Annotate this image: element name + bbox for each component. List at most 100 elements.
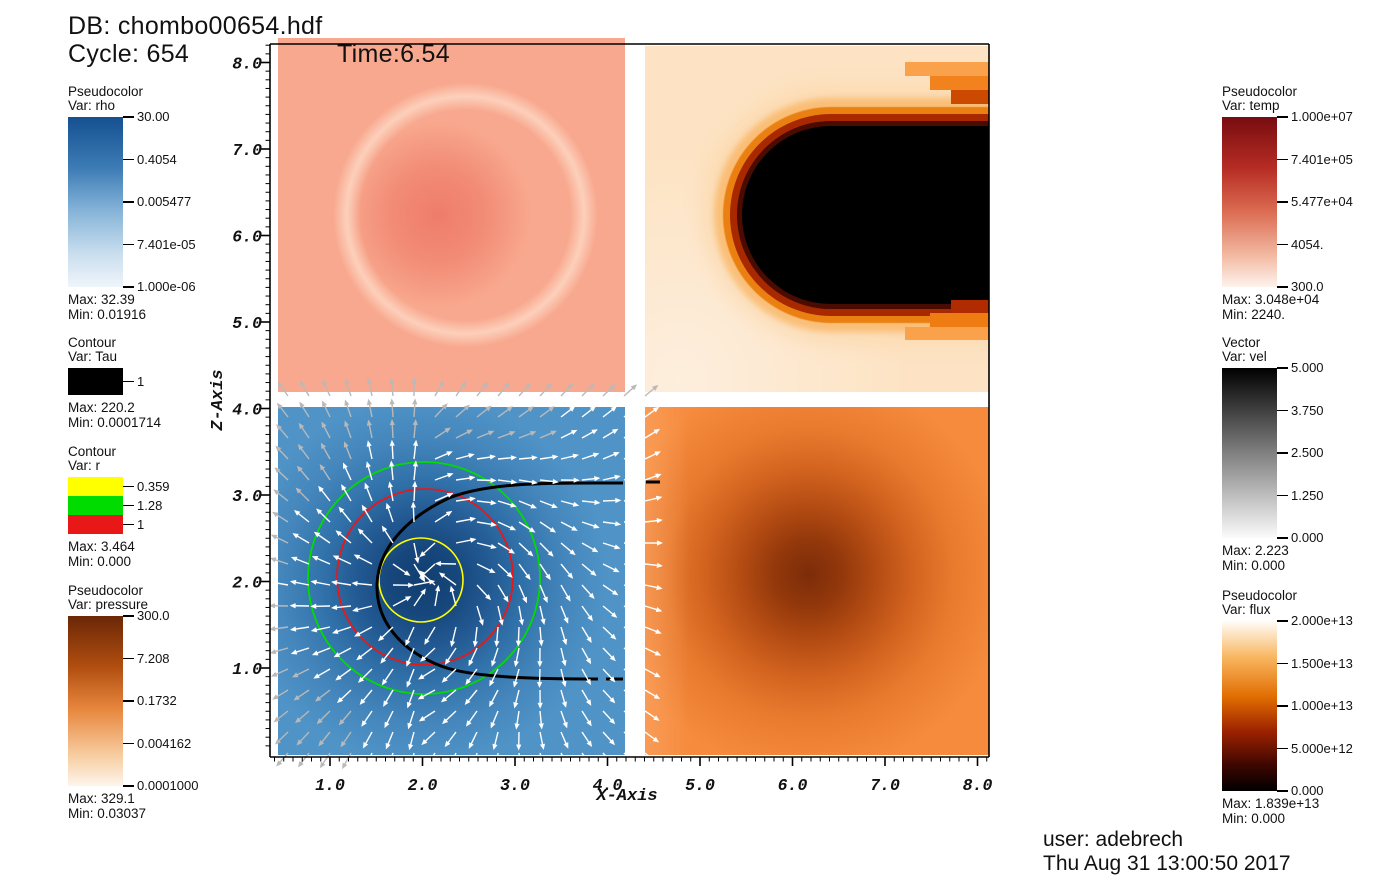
flux-colorbar: 2.000e+13 1.500e+13 1.000e+13 5.000e+12 … <box>1222 614 1353 798</box>
r-swatch-yellow: 0.359 <box>68 477 170 496</box>
tick-value: 7.208 <box>137 650 170 666</box>
x-tick-label: 5.0 <box>685 776 715 795</box>
legend-vel-min: Min: 0.000 <box>1222 558 1286 573</box>
z-tick-label: 5.0 <box>232 314 262 333</box>
legend-rho: Pseudocolor Var: rho 30.00 0.4054 0.0054… <box>68 85 228 322</box>
x-tick-label: 6.0 <box>778 776 808 795</box>
legend-temp-type: Pseudocolor <box>1222 84 1298 99</box>
temp-colorbar: 1.000e+07 7.401e+05 5.477e+04 4054. 300.… <box>1222 110 1353 294</box>
tick-line <box>1277 537 1288 539</box>
tick-line <box>123 615 134 617</box>
tick-value: 4054. <box>1291 236 1324 252</box>
x-tick-label: 7.0 <box>870 776 900 795</box>
legend-tau-min: Min: 0.0001714 <box>68 415 162 430</box>
timestamp-label: Thu Aug 31 13:00:50 2017 <box>1043 852 1291 875</box>
legend-r-var: Var: r <box>68 458 101 473</box>
tick-line <box>1277 494 1288 497</box>
flux-edge-band <box>951 300 989 313</box>
tick-value: 300.0 <box>137 608 170 623</box>
legend-pressure-min: Min: 0.03037 <box>68 806 147 821</box>
tick-line <box>1277 158 1288 161</box>
x-tick-label: 2.0 <box>408 776 438 795</box>
legend-temp: Pseudocolor Var: temp 1.000e+07 7.401e+0… <box>1222 85 1382 322</box>
temp-pseudocolor-panel <box>278 38 625 392</box>
tick-line <box>1277 452 1288 454</box>
tick-line <box>123 380 134 383</box>
tick-line <box>123 201 134 203</box>
pressure-colorbar: 300.0 7.208 0.1732 0.004162 0.0001000 <box>68 609 198 793</box>
legend-vel-type: Vector <box>1222 335 1261 350</box>
rho-colorbar: 30.00 0.4054 0.005477 7.401e-05 1.000e-0… <box>68 110 196 294</box>
legend-flux-var: Var: flux <box>1222 602 1271 617</box>
tick-line <box>1277 286 1288 288</box>
legend-tau-var: Var: Tau <box>68 349 118 364</box>
z-tick-label: 4.0 <box>232 401 262 420</box>
tick-line <box>1277 662 1288 665</box>
z-tick-label: 1.0 <box>232 660 262 679</box>
legend-flux-type: Pseudocolor <box>1222 588 1298 603</box>
tick-value: 1.250 <box>1291 487 1324 503</box>
flux-edge-band <box>951 90 989 104</box>
tick-value: 1.000e-06 <box>137 279 196 294</box>
r-swatch-green: 1.28 <box>68 496 162 515</box>
tick-value: 1.000e+13 <box>1291 698 1353 713</box>
flux-zero-region-blob <box>742 126 989 304</box>
flux-edge-band <box>905 327 989 340</box>
cycle-label: Cycle: 654 <box>68 40 190 68</box>
flux-pseudocolor-panel <box>645 46 989 392</box>
tick-line <box>1277 790 1288 792</box>
x-tick-label: 1.0 <box>315 776 345 795</box>
legend-tau: Contour Var: Tau 1 Max: 220.2 Min: 0.000… <box>68 336 228 430</box>
legend-vel: Vector Var: vel 5.000 3.750 2.500 1.250 … <box>1222 336 1382 573</box>
x-axis-title: X-Axis <box>595 787 657 806</box>
tick-value: 0.004162 <box>137 735 192 751</box>
tick-line <box>123 657 134 660</box>
legend-tau-type: Contour <box>68 335 117 350</box>
legend-rho-min: Min: 0.01916 <box>68 307 147 322</box>
tick-line <box>123 523 134 526</box>
tau-swatch: 1 <box>68 368 144 395</box>
tick-line <box>123 116 134 118</box>
x-tick-label: 3.0 <box>500 776 530 795</box>
z-tick-label: 3.0 <box>232 487 262 506</box>
tick-value: 2.000e+13 <box>1291 613 1353 628</box>
z-tick-label: 6.0 <box>232 228 262 247</box>
legend-vel-max: Max: 2.223 <box>1222 543 1289 558</box>
tick-value: 0.1732 <box>137 693 177 708</box>
tick-line <box>1277 705 1288 707</box>
tick-value: 5.477e+04 <box>1291 194 1353 209</box>
tick-line <box>1277 243 1288 246</box>
legend-temp-min: Min: 2240. <box>1222 307 1286 322</box>
z-tick-label: 7.0 <box>232 141 262 160</box>
tick-value: 1.000e+07 <box>1291 109 1353 124</box>
tick-line <box>123 485 134 488</box>
db-title: DB: chombo00654.hdf <box>68 12 323 40</box>
tick-line <box>1277 409 1288 412</box>
r-swatch-red: 1 <box>68 515 144 534</box>
legend-rho-var: Var: rho <box>68 98 116 113</box>
tick-line <box>123 742 134 745</box>
tick-value: 7.401e+05 <box>1291 151 1353 167</box>
tick-value: 3.750 <box>1291 402 1324 418</box>
tick-line <box>1277 201 1288 203</box>
vel-colorbar: 5.000 3.750 2.500 1.250 0.000 <box>1222 361 1324 545</box>
tick-line <box>1277 367 1288 369</box>
tick-line <box>123 158 134 161</box>
legend-pressure: Pseudocolor Var: pressure 300.0 7.208 0.… <box>68 584 228 821</box>
user-label: user: adebrech <box>1043 828 1184 851</box>
tick-line <box>123 785 134 787</box>
flux-edge-band <box>930 313 989 327</box>
tick-line <box>1277 620 1288 622</box>
tick-line <box>1277 116 1288 118</box>
legend-tau-max: Max: 220.2 <box>68 400 135 415</box>
tick-value: 0.000 <box>1291 783 1324 798</box>
tick-value: 1.500e+13 <box>1291 655 1353 671</box>
legend-pressure-var: Var: pressure <box>68 597 149 612</box>
legend-temp-max: Max: 3.048e+04 <box>1222 292 1320 307</box>
z-tick-label: 2.0 <box>232 574 262 593</box>
tick-line <box>123 504 134 507</box>
flux-edge-band <box>905 62 989 76</box>
legend-flux-min: Min: 0.000 <box>1222 811 1286 826</box>
tick-line <box>123 286 134 288</box>
